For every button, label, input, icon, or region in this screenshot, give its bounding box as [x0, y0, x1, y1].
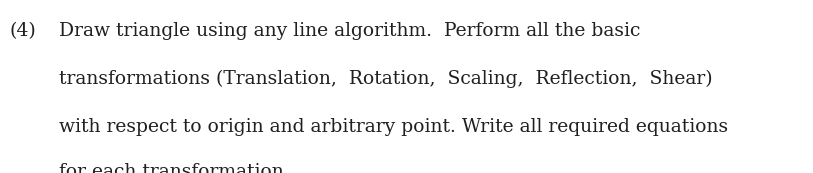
Text: with respect to origin and arbitrary point. Write all required equations: with respect to origin and arbitrary poi…	[59, 118, 728, 136]
Text: (4): (4)	[10, 22, 37, 40]
Text: for each transformation.: for each transformation.	[59, 163, 289, 173]
Text: transformations (Translation,  Rotation,  Scaling,  Reflection,  Shear): transformations (Translation, Rotation, …	[59, 70, 712, 88]
Text: Draw triangle using any line algorithm.  Perform all the basic: Draw triangle using any line algorithm. …	[59, 22, 640, 40]
